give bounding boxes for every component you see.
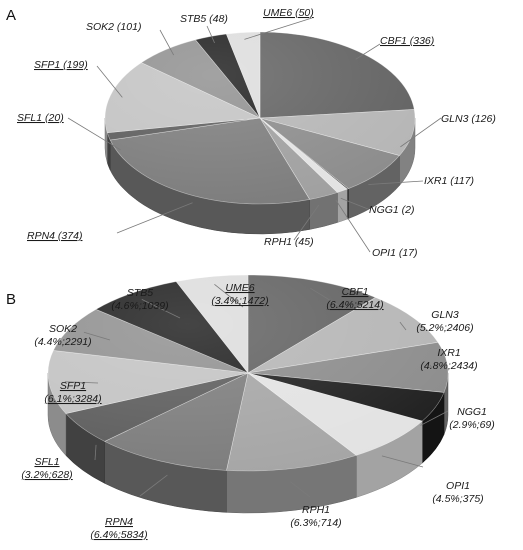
panel-label-a: A bbox=[6, 7, 16, 24]
slice-labels: CBF1(6.4%;5214) GLN3(5.2%;2406) IXR1(4.8%;… bbox=[21, 282, 494, 541]
slice-labels: CBF1 (336) GLN3 (126) IXR1 (117) NGG1 (2) OP… bbox=[17, 7, 496, 259]
label-name-gln3: GLN3 bbox=[431, 309, 459, 321]
leader-line-ixr1 bbox=[429, 364, 433, 368]
label-value-cbf1: (6.4%;5214) bbox=[326, 299, 383, 311]
leader-line-rph1 bbox=[290, 481, 311, 498]
label-sok2: SOK2 (101) bbox=[86, 21, 141, 33]
label-cbf1: CBF1 (336) bbox=[380, 35, 434, 47]
label-ixr1: IXR1 (117) bbox=[424, 175, 474, 187]
leader-line-sfp1 bbox=[96, 65, 123, 98]
leader-line-sfp1 bbox=[64, 381, 99, 384]
leader-line-sfl1 bbox=[94, 444, 97, 461]
label-name-sfp1: SFP1 bbox=[60, 380, 86, 392]
top-shine bbox=[105, 32, 415, 204]
label-name-stb5: STB5 bbox=[127, 287, 153, 299]
label-rpn4: RPN4 (374) bbox=[27, 230, 82, 242]
label-value-ume6: (3.4%;1472) bbox=[211, 295, 268, 307]
label-name-sok2: SOK2 bbox=[49, 323, 77, 335]
leader-line-stb5 bbox=[141, 299, 181, 319]
label-value-gln3: (5.2%;2406) bbox=[416, 322, 473, 334]
leader-line-sfl1 bbox=[67, 117, 121, 151]
leader-line-rpn4 bbox=[116, 202, 193, 234]
label-value-rph1: (6.3%;714) bbox=[290, 517, 341, 529]
leader-line-rph1 bbox=[293, 204, 320, 241]
label-value-sfp1: (6.1%;3284) bbox=[44, 393, 101, 405]
leader-line-rpn4 bbox=[139, 474, 168, 497]
label-name-ngg1: NGG1 bbox=[457, 406, 487, 418]
label-rph1: RPH1 (45) bbox=[264, 236, 314, 248]
label-name-sfl1: SFL1 bbox=[34, 456, 59, 468]
label-sfl1: SFL1 (20) bbox=[17, 112, 64, 124]
leader-line-sok2 bbox=[83, 331, 111, 341]
label-name-cbf1: CBF1 bbox=[342, 286, 369, 298]
leader-line-cbf1 bbox=[355, 43, 381, 60]
label-name-rpn4: RPN4 bbox=[105, 516, 133, 528]
label-gln3: GLN3 (126) bbox=[441, 113, 496, 125]
pie-chart-b: CBF1(6.4%;5214) GLN3(5.2%;2406) IXR1(4.8%;… bbox=[21, 274, 495, 541]
label-ngg1: NGG1 (2) bbox=[369, 204, 415, 216]
panel-label-b: B bbox=[6, 291, 16, 308]
label-opi1: OPI1 (17) bbox=[372, 247, 418, 259]
pie-side-wall bbox=[47, 372, 449, 514]
top-shine bbox=[48, 275, 448, 471]
label-ume6: UME6 (50) bbox=[263, 7, 314, 19]
pie-chart-a: CBF1 (336) GLN3 (126) IXR1 (117) NGG1 (2) OP… bbox=[17, 7, 496, 259]
leader-line-sok2 bbox=[159, 29, 175, 56]
label-value-sfl1: (3.2%;628) bbox=[21, 469, 72, 481]
label-stb5: STB5 (48) bbox=[180, 13, 228, 25]
label-name-opi1: OPI1 bbox=[446, 480, 470, 492]
leader-line-opi1 bbox=[335, 199, 371, 253]
leader-line-gln3 bbox=[399, 321, 407, 331]
pie-top bbox=[104, 31, 416, 205]
label-name-ixr1: IXR1 bbox=[437, 347, 460, 359]
label-name-ume6: UME6 bbox=[225, 282, 254, 294]
leader-line-ume6 bbox=[214, 284, 244, 308]
label-value-opi1: (4.5%;375) bbox=[432, 493, 483, 505]
label-value-ixr1: (4.8%;2434) bbox=[420, 360, 477, 372]
label-value-sok2: (4.4%;2291) bbox=[34, 336, 91, 348]
pie-top bbox=[47, 274, 449, 472]
label-sfp1: SFP1 (199) bbox=[34, 59, 88, 71]
label-value-stb5: (4.6%;1039) bbox=[111, 300, 168, 312]
leader-line-stb5 bbox=[206, 25, 215, 44]
leader-line-ngg1 bbox=[340, 197, 369, 210]
leader-line-ume6 bbox=[244, 17, 313, 40]
label-value-rpn4: (6.4%;5834) bbox=[90, 529, 147, 541]
leader-line-ixr1 bbox=[368, 180, 424, 185]
leader-line-cbf1 bbox=[310, 287, 347, 311]
leader-line-opi1 bbox=[381, 455, 424, 468]
leader-line-ngg1 bbox=[420, 410, 449, 426]
label-value-ngg1: (2.9%;69) bbox=[449, 419, 495, 431]
leader-line-gln3 bbox=[400, 117, 442, 148]
label-name-rph1: RPH1 bbox=[302, 504, 330, 516]
